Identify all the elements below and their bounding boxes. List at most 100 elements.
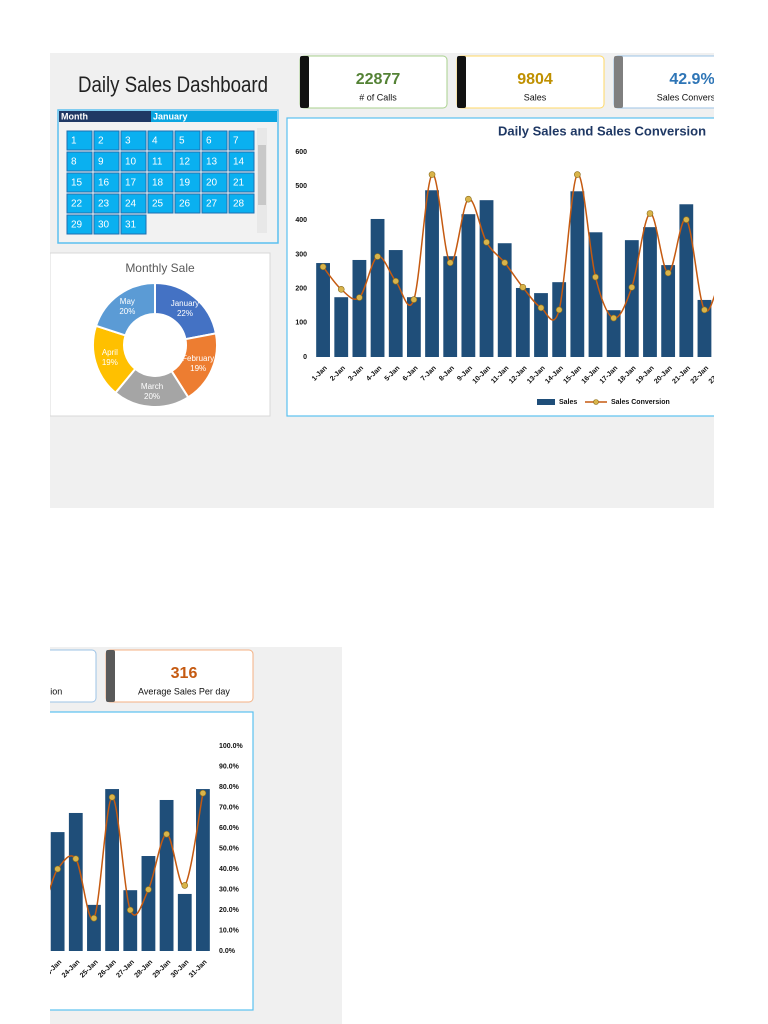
conversion-marker bbox=[483, 238, 490, 246]
bar bbox=[624, 240, 639, 357]
day-label: 13 bbox=[206, 157, 218, 168]
y-tick-label: 0 bbox=[303, 354, 307, 361]
conversion-marker bbox=[574, 171, 581, 178]
y2-tick-label: 30.0% bbox=[219, 886, 240, 893]
day-button[interactable] bbox=[66, 193, 93, 214]
conversion-marker bbox=[683, 216, 690, 223]
kpi-value: 42.9% bbox=[669, 71, 714, 88]
conversion-marker bbox=[592, 273, 599, 281]
slicer-selected: January bbox=[153, 111, 188, 121]
conversion-marker bbox=[163, 830, 170, 838]
conversion-marker bbox=[701, 306, 708, 314]
y2-tick-label: 70.0% bbox=[219, 804, 240, 811]
day-button[interactable] bbox=[201, 151, 228, 172]
day-button[interactable] bbox=[66, 214, 93, 235]
conversion-marker bbox=[337, 286, 345, 293]
day-button[interactable] bbox=[147, 151, 174, 172]
day-button[interactable] bbox=[147, 172, 174, 193]
day-label: 29 bbox=[71, 220, 83, 231]
day-label: 22 bbox=[71, 199, 83, 210]
conversion-marker bbox=[54, 865, 61, 873]
day-button[interactable] bbox=[147, 193, 174, 214]
day-button[interactable] bbox=[228, 172, 255, 193]
day-label: 20 bbox=[206, 178, 218, 189]
day-button[interactable] bbox=[120, 193, 147, 214]
day-label: 14 bbox=[233, 157, 245, 168]
day-button[interactable] bbox=[201, 172, 228, 193]
legend-marker bbox=[593, 399, 599, 405]
y2-tick-label: 40.0% bbox=[219, 866, 240, 873]
bar bbox=[406, 297, 421, 357]
day-button[interactable] bbox=[120, 172, 147, 193]
day-label: 28 bbox=[233, 199, 245, 210]
bar bbox=[461, 214, 476, 357]
day-label: 12 bbox=[179, 157, 191, 168]
conversion-marker bbox=[181, 882, 189, 889]
day-button[interactable] bbox=[147, 130, 174, 151]
conversion-marker bbox=[90, 914, 98, 922]
day-label: 31 bbox=[125, 220, 137, 231]
day-button[interactable] bbox=[120, 214, 147, 235]
day-button[interactable] bbox=[93, 130, 120, 151]
day-button[interactable] bbox=[174, 130, 201, 151]
day-button[interactable] bbox=[201, 130, 228, 151]
bar bbox=[177, 893, 192, 951]
bar bbox=[196, 789, 210, 951]
day-label: 9 bbox=[98, 157, 104, 168]
day-button[interactable] bbox=[66, 151, 93, 172]
day-button[interactable] bbox=[120, 151, 147, 172]
slicer-header bbox=[59, 111, 151, 122]
day-button[interactable] bbox=[93, 172, 120, 193]
bar bbox=[105, 789, 120, 951]
day-button[interactable] bbox=[93, 193, 120, 214]
day-button[interactable] bbox=[66, 172, 93, 193]
day-button[interactable] bbox=[174, 151, 201, 172]
day-button[interactable] bbox=[228, 151, 255, 172]
bar bbox=[679, 204, 694, 357]
day-label: 26 bbox=[179, 199, 191, 210]
day-label: 19 bbox=[179, 178, 191, 189]
conversion-marker bbox=[410, 296, 418, 303]
conversion-marker bbox=[519, 284, 527, 291]
legend-swatch bbox=[537, 399, 555, 405]
kpi-value: 9804 bbox=[517, 71, 553, 88]
kpi-value: 22877 bbox=[356, 71, 401, 88]
y2-tick-label: 60.0% bbox=[219, 825, 240, 832]
y2-tick-label: 10.0% bbox=[219, 927, 240, 934]
day-button[interactable] bbox=[228, 193, 255, 214]
conversion-marker bbox=[356, 294, 363, 301]
bar bbox=[316, 263, 330, 357]
kpi-card bbox=[50, 649, 97, 703]
day-button[interactable] bbox=[93, 151, 120, 172]
y-tick-label: 300 bbox=[295, 251, 307, 258]
day-label: 15 bbox=[71, 178, 83, 189]
kpi-strip bbox=[614, 56, 623, 108]
conversion-marker bbox=[628, 284, 636, 291]
day-button[interactable] bbox=[201, 193, 228, 214]
day-button[interactable] bbox=[228, 130, 255, 151]
day-label: 17 bbox=[125, 178, 137, 189]
day-button[interactable] bbox=[174, 193, 201, 214]
conversion-marker bbox=[537, 304, 545, 312]
conversion-marker bbox=[199, 789, 207, 797]
day-label: 2 bbox=[98, 136, 104, 147]
bar bbox=[534, 293, 548, 357]
day-button[interactable] bbox=[93, 214, 120, 235]
day-label: 1 bbox=[71, 136, 77, 147]
day-button[interactable] bbox=[66, 130, 93, 151]
bar bbox=[643, 227, 657, 357]
day-label: 24 bbox=[125, 199, 137, 210]
y2-tick-label: 50.0% bbox=[219, 845, 240, 852]
slice-category: March bbox=[141, 382, 163, 391]
day-button[interactable] bbox=[174, 172, 201, 193]
conversion-marker bbox=[446, 259, 454, 266]
bar bbox=[661, 265, 676, 357]
slicer-field: Month bbox=[61, 111, 88, 121]
day-label: 8 bbox=[71, 157, 77, 168]
bar bbox=[123, 890, 138, 951]
day-label: 25 bbox=[152, 199, 164, 210]
day-button[interactable] bbox=[120, 130, 147, 151]
bar bbox=[497, 243, 512, 357]
day-label: 23 bbox=[98, 199, 110, 210]
